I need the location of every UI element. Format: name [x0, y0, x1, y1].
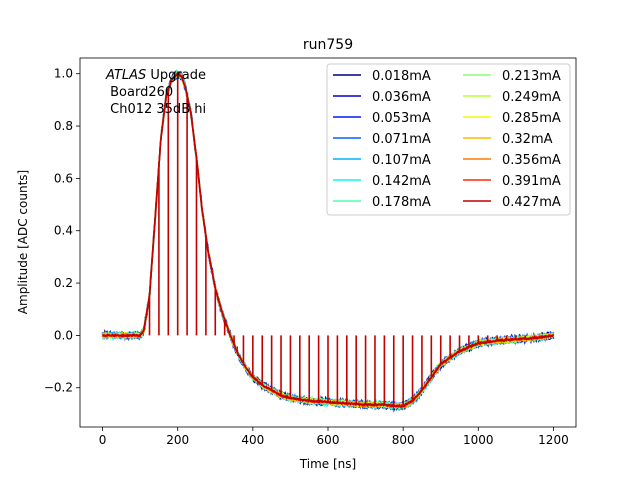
x-tick-label: 1200: [538, 433, 569, 447]
legend-label: 0.142mA: [372, 174, 431, 189]
legend-label: 0.32mA: [502, 132, 553, 147]
top-series-overlay: [102, 72, 554, 407]
y-tick-label: 1.0: [54, 67, 73, 81]
sample-markers: [102, 72, 554, 407]
y-tick-label: 0.0: [54, 328, 73, 342]
x-tick-label: 0: [99, 433, 107, 447]
annotation-line-1: ATLAS Upgrade: [105, 68, 206, 83]
y-tick-label: −0.2: [44, 381, 73, 395]
legend-label: 0.213mA: [502, 69, 561, 84]
x-tick-label: 800: [392, 433, 415, 447]
y-tick-label: 0.8: [54, 119, 73, 133]
legend-label: 0.036mA: [372, 90, 431, 105]
legend: 0.018mA 0.036mA 0.053mA 0.071mA 0.107mA 0.142…: [326, 63, 571, 216]
legend-label: 0.071mA: [372, 132, 431, 147]
legend-label: 0.391mA: [502, 174, 561, 189]
legend-label: 0.053mA: [372, 111, 431, 126]
annotation-upgrade: Upgrade: [146, 68, 206, 83]
legend-label: 0.018mA: [372, 69, 431, 84]
legend-label: 0.178mA: [372, 195, 431, 210]
x-tick-label: 400: [241, 433, 264, 447]
annotation-atlas: ATLAS: [105, 68, 146, 83]
chart-title: run759: [303, 37, 353, 53]
x-axis-label: Time [ns]: [299, 457, 356, 471]
legend-box: [326, 63, 571, 216]
annotation-line-2: Board260: [106, 85, 173, 100]
legend-label: 0.249mA: [502, 90, 561, 105]
annotation: ATLAS Upgrade Board260 Ch012 35dB hi: [105, 68, 206, 117]
x-tick-label: 1000: [463, 433, 494, 447]
legend-label: 0.285mA: [502, 111, 561, 126]
legend-label: 0.107mA: [372, 153, 431, 168]
x-ticks: 0 200 400 600 800 1000 1200: [99, 427, 569, 447]
y-axis-label: Amplitude [ADC counts]: [16, 170, 30, 314]
legend-label: 0.427mA: [502, 195, 561, 210]
y-tick-label: 0.6: [54, 171, 73, 185]
legend-label: 0.356mA: [502, 153, 561, 168]
x-tick-label: 200: [166, 433, 189, 447]
x-tick-label: 600: [317, 433, 340, 447]
y-ticks: −0.2 0.0 0.2 0.4 0.6 0.8 1.0: [44, 67, 80, 395]
y-tick-label: 0.4: [54, 224, 73, 238]
y-tick-label: 0.2: [54, 276, 73, 290]
annotation-line-3: Ch012 35dB hi: [106, 102, 206, 117]
